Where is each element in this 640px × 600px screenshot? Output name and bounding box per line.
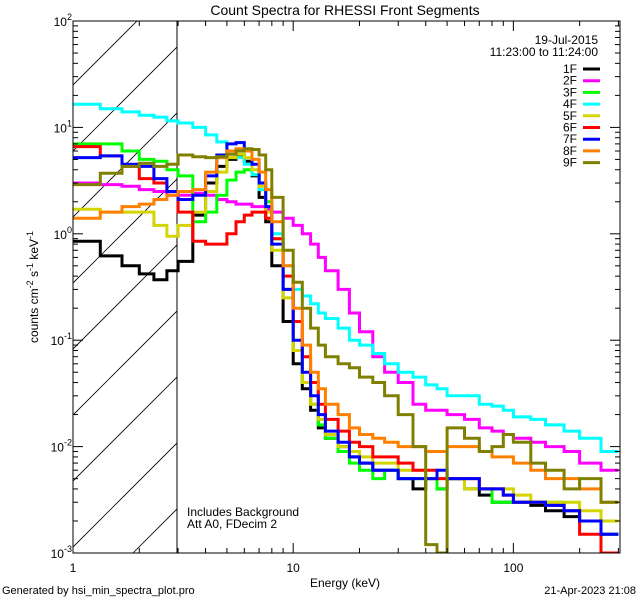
legend-label-7F: 7F [563, 132, 577, 146]
y-tick-base: 10 [51, 441, 65, 455]
legend-label-1F: 1F [563, 62, 577, 76]
y-tick-label: 102 [54, 12, 72, 29]
y-tick-label: 10-2 [51, 438, 72, 455]
plot-frame [72, 20, 621, 554]
legend-label-3F: 3F [563, 85, 577, 99]
y-tick-label: 10-3 [51, 544, 72, 561]
y-tick-exponent: -3 [64, 544, 72, 554]
legend-date: 19-Jul-2015 [535, 33, 599, 47]
legend-label-2F: 2F [563, 74, 577, 88]
footer-generated-by: Generated by hsi_min_spectra_plot.pro [2, 585, 195, 597]
legend-time-range: 11:23:00 to 11:24:00 [490, 45, 599, 59]
x-axis-label: Energy (keV) [310, 576, 380, 590]
y-tick-label: 100 [54, 225, 72, 242]
hatch-line [73, 376, 177, 482]
x-tick-label: 10 [287, 561, 301, 575]
hatch-line [73, 46, 177, 152]
y-label-exp: -2 [25, 280, 35, 288]
legend-label-4F: 4F [563, 97, 577, 111]
y-tick-exponent: -2 [64, 438, 72, 448]
legend-label-5F: 5F [563, 109, 577, 123]
hatch-line [265, 0, 640, 553]
hatch-line [73, 178, 177, 284]
y-tick-base: 10 [51, 547, 65, 561]
y-tick-exponent: 1 [67, 118, 72, 128]
legend-label-8F: 8F [563, 144, 577, 158]
y-tick-exponent: -1 [64, 331, 72, 341]
y-label-exp: -1 [25, 231, 35, 239]
series-8F [73, 147, 619, 504]
y-tick-base: 10 [54, 15, 68, 29]
footer-timestamp: 21-Apr-2023 21:08 [544, 585, 636, 597]
y-label-part: keV [27, 239, 41, 263]
annotation-attenuator: Att A0, FDecim 2 [187, 517, 277, 531]
legend-label-6F: 6F [563, 121, 577, 135]
hatch-line [73, 244, 177, 350]
series-4F [73, 102, 619, 453]
x-tick-label: 100 [503, 561, 523, 575]
series-9F [73, 147, 619, 553]
series-7F [73, 141, 619, 536]
series-2F [73, 181, 619, 472]
y-tick-exponent: 2 [67, 12, 72, 22]
y-label-part: counts cm [27, 288, 41, 343]
series-6F [73, 145, 619, 553]
legend-label-9F: 9F [563, 156, 577, 170]
y-tick-base: 10 [54, 121, 68, 135]
y-tick-label: 101 [54, 118, 72, 135]
series-5F [73, 152, 619, 523]
hatch-line [73, 442, 177, 548]
y-tick-label: 10-1 [51, 331, 72, 348]
hatched-region [0, 0, 640, 553]
y-label-part: s [27, 271, 41, 280]
chart-title: Count Spectra for RHESSI Front Segments [210, 2, 479, 18]
annotation-background: Includes Background [187, 505, 299, 519]
y-tick-base: 10 [54, 228, 68, 242]
hatch-line [0, 0, 139, 553]
hatch-line [73, 21, 138, 86]
x-tick-label: 1 [70, 561, 77, 575]
hatch-line [73, 310, 177, 416]
y-tick-exponent: 0 [67, 225, 72, 235]
y-tick-base: 10 [51, 334, 65, 348]
y-axis-label: counts cm-2 s-1 keV-1 [25, 231, 41, 343]
y-label-exp: -1 [25, 263, 35, 271]
